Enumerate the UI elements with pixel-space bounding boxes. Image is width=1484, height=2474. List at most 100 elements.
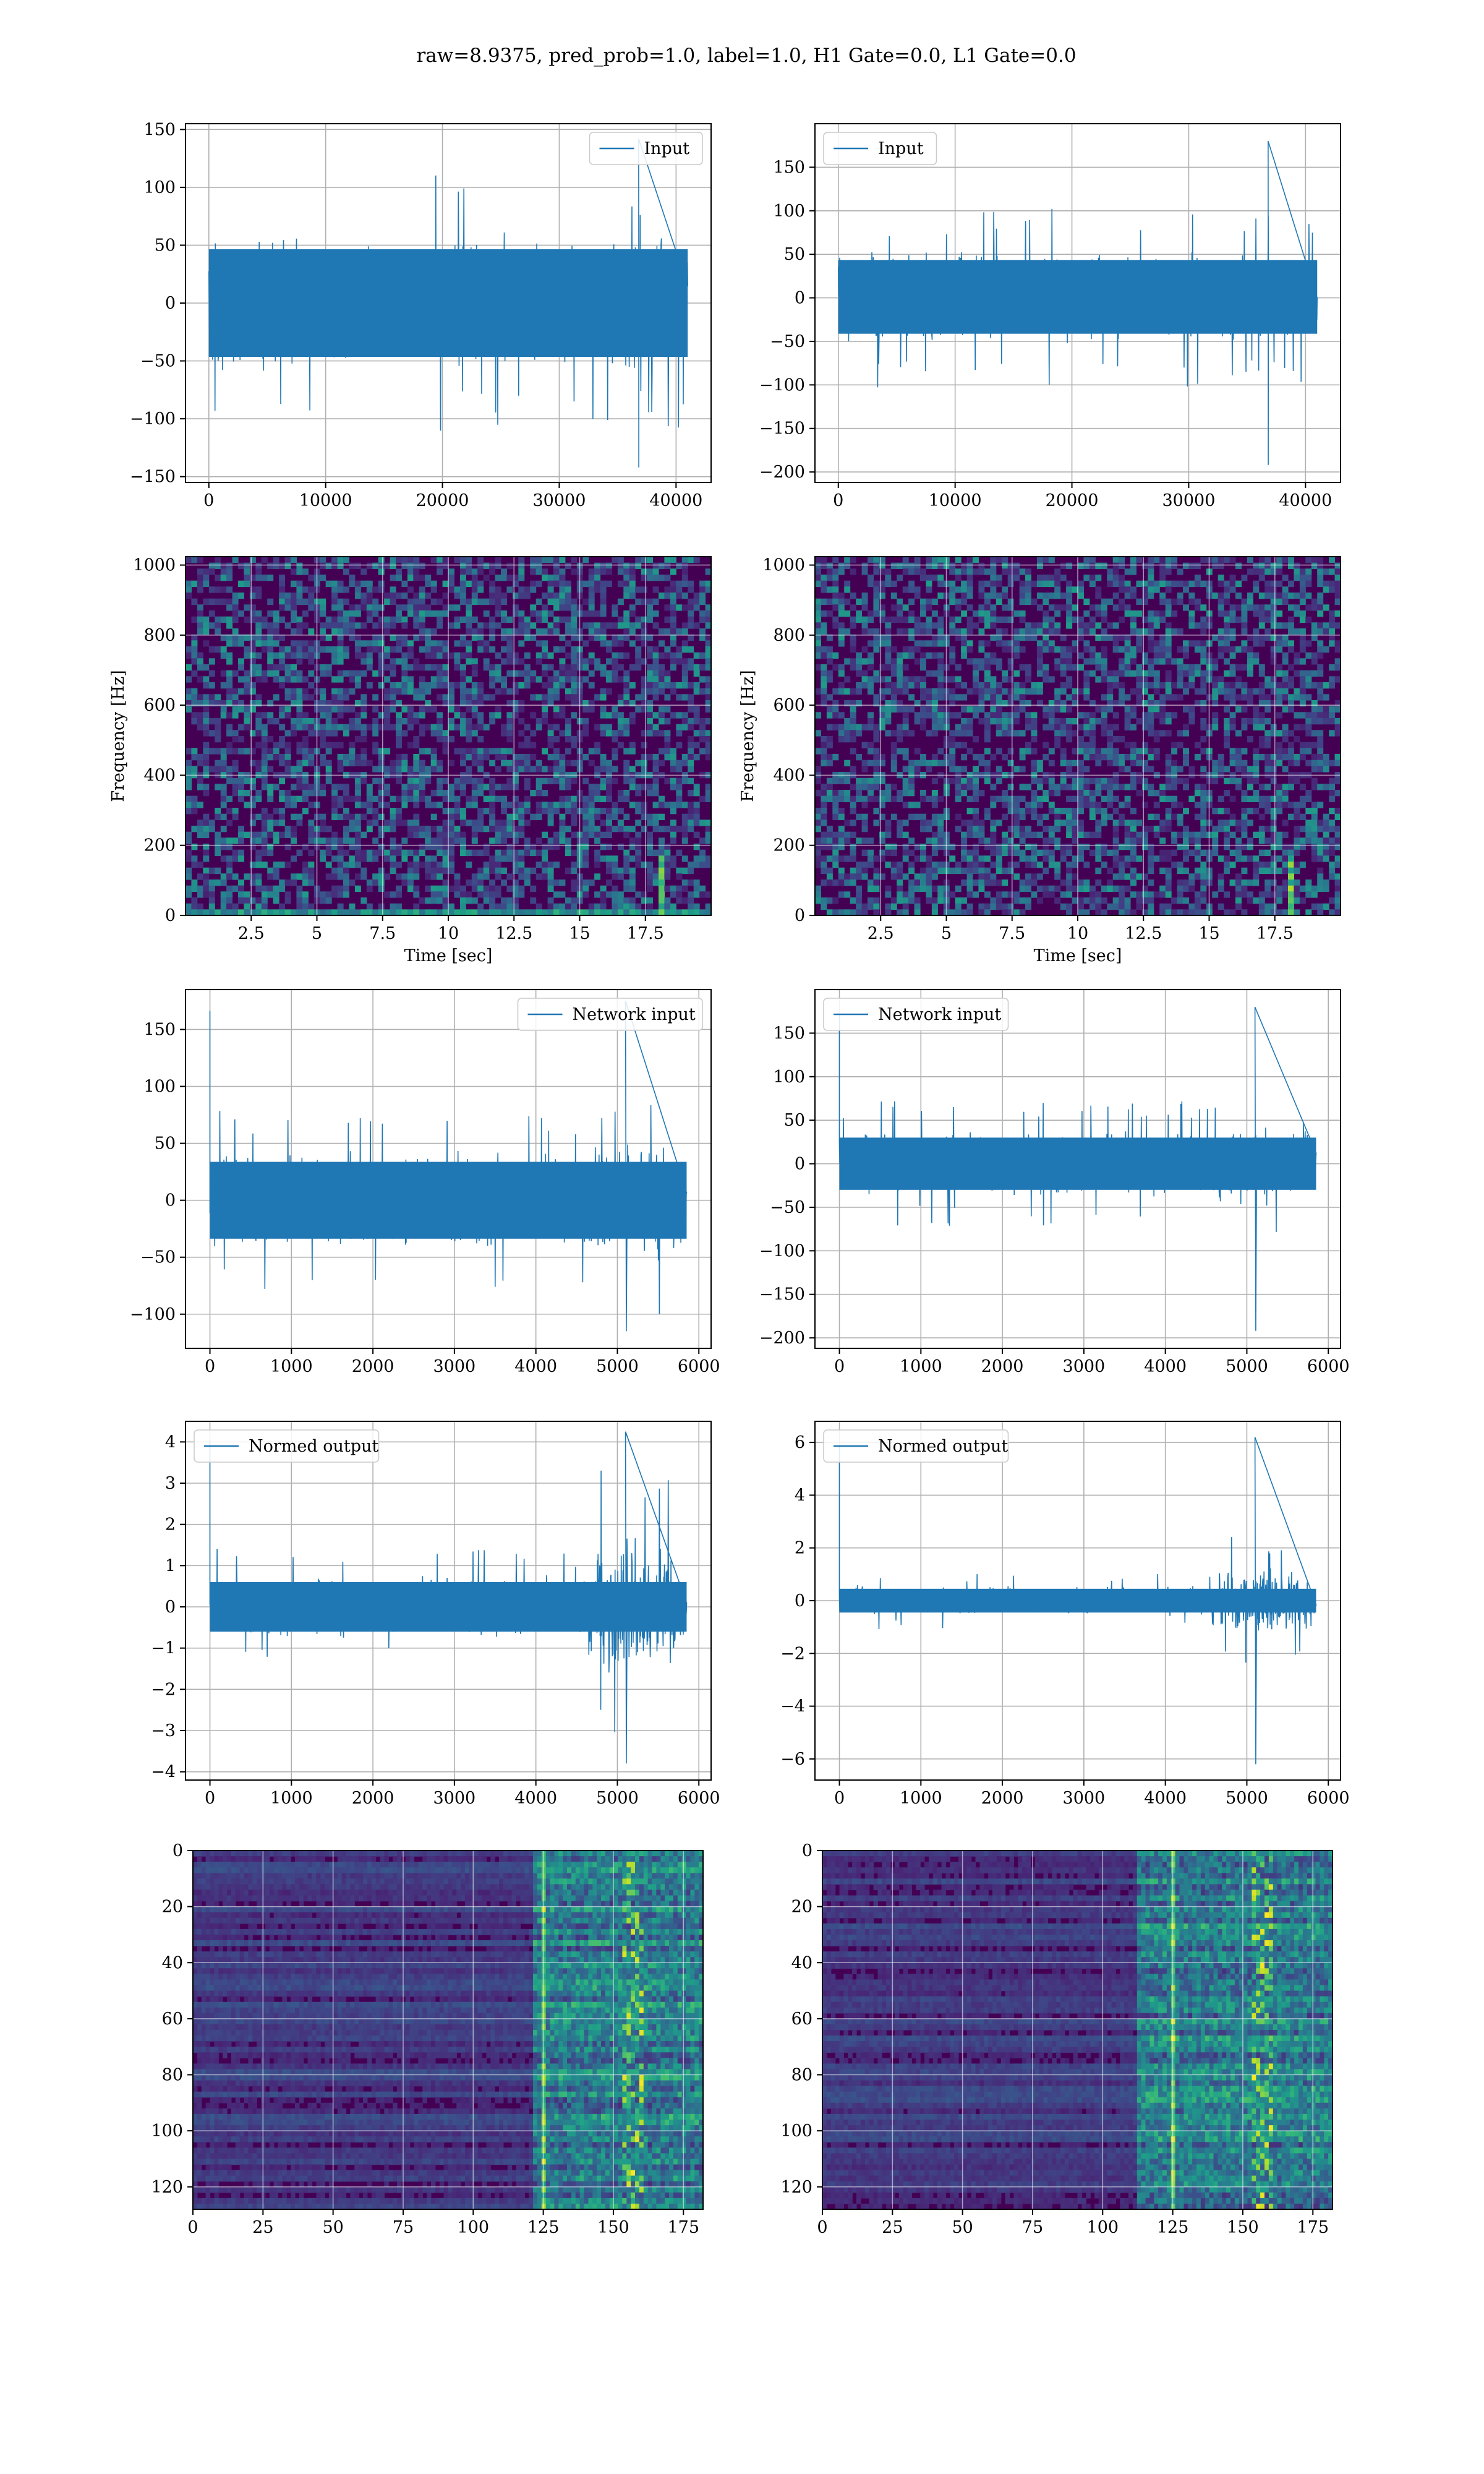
heatmap-cell — [559, 903, 566, 910]
heatmap-cell — [320, 688, 326, 695]
heatmap-cell — [442, 742, 449, 748]
heatmap-cell — [535, 694, 542, 701]
heatmap-cell — [203, 706, 210, 713]
heatmap-cell — [1288, 676, 1294, 683]
heatmap-cell — [1183, 730, 1189, 737]
heatmap-cell — [617, 897, 624, 904]
heatmap-cell — [582, 891, 589, 898]
heatmap-cell — [437, 826, 443, 833]
heatmap-cell — [372, 694, 379, 701]
heatmap-cell — [890, 580, 897, 587]
heatmap-cell — [973, 688, 979, 695]
heatmap-cell — [1212, 700, 1219, 707]
heatmap-cell — [279, 616, 286, 623]
heatmap-cell — [454, 616, 461, 623]
heatmap-cell — [535, 802, 542, 808]
heatmap-cell — [442, 562, 449, 569]
heatmap-cell — [518, 628, 525, 635]
heatmap-cell — [1229, 682, 1236, 689]
heatmap-cell — [390, 724, 396, 730]
heatmap-cell — [594, 826, 601, 833]
heatmap-cell — [430, 652, 437, 659]
heatmap-cell — [349, 562, 356, 569]
x-tick-label: 20000 — [1046, 491, 1099, 510]
heatmap-cell — [512, 903, 519, 910]
heatmap-cell — [821, 754, 827, 761]
heatmap-cell — [873, 676, 880, 683]
heatmap-cell — [232, 634, 239, 641]
heatmap-cell — [1247, 718, 1253, 725]
heatmap-cell — [705, 826, 712, 833]
heatmap-cell — [571, 736, 578, 743]
heatmap-cell — [1031, 718, 1038, 725]
heatmap-cell — [396, 736, 402, 743]
heatmap-cell — [826, 676, 833, 683]
heatmap-cell — [565, 724, 571, 730]
heatmap-cell — [354, 795, 361, 802]
heatmap-cell — [249, 880, 256, 886]
heatmap-cell — [1136, 634, 1143, 641]
heatmap-cell — [419, 616, 425, 623]
heatmap-cell — [693, 790, 700, 797]
heatmap-cell — [1294, 562, 1300, 569]
heatmap-cell — [203, 568, 210, 575]
heatmap-cell — [1107, 748, 1114, 755]
heatmap-cell — [459, 598, 466, 605]
heatmap-cell — [1165, 610, 1172, 617]
heatmap-cell — [291, 831, 297, 838]
heatmap-cell — [1107, 682, 1114, 689]
heatmap-cell — [191, 580, 198, 587]
heatmap-cell — [1119, 575, 1125, 581]
heatmap-cell — [459, 682, 466, 689]
heatmap-cell — [879, 580, 885, 587]
heatmap-cell — [1334, 658, 1341, 665]
heatmap-cell — [832, 580, 839, 587]
heatmap-cell — [320, 562, 326, 569]
heatmap-cell — [425, 826, 432, 833]
heatmap-cell — [1078, 742, 1084, 748]
heatmap-cell — [425, 802, 432, 808]
heatmap-cell — [384, 909, 391, 916]
heatmap-cell — [1323, 568, 1329, 575]
heatmap-cell — [191, 795, 198, 802]
heatmap-cell — [1258, 700, 1265, 707]
heatmap-cell — [425, 831, 432, 838]
heatmap-cell — [868, 718, 874, 725]
heatmap-cell — [699, 593, 706, 599]
heatmap-cell — [676, 604, 683, 611]
heatmap-cell — [1054, 580, 1061, 587]
heatmap-cell — [396, 718, 402, 725]
heatmap-cell — [652, 873, 659, 880]
heatmap-cell — [186, 855, 192, 862]
heatmap-cell — [273, 742, 279, 748]
heatmap-cell — [273, 885, 279, 892]
heatmap-cell — [372, 795, 379, 802]
heatmap-cell — [606, 760, 612, 766]
heatmap-cell — [284, 909, 291, 916]
heatmap-cell — [390, 867, 396, 874]
heatmap-cell — [1247, 694, 1253, 701]
heatmap-cell — [448, 575, 454, 581]
heatmap-cell — [1060, 724, 1067, 730]
heatmap-cell — [203, 855, 210, 862]
heatmap-cell — [401, 766, 408, 773]
heatmap-cell — [1311, 742, 1318, 748]
heatmap-cell — [378, 586, 385, 593]
heatmap-cell — [483, 575, 490, 581]
heatmap-cell — [623, 628, 630, 635]
heatmap-cell — [471, 568, 478, 575]
heatmap-cell — [937, 724, 944, 730]
heatmap-cell — [565, 784, 571, 790]
heatmap-cell — [670, 568, 676, 575]
heatmap-cell — [1054, 575, 1061, 581]
heatmap-cell — [1013, 706, 1020, 713]
heatmap-cell — [401, 616, 408, 623]
heatmap-cell — [325, 646, 332, 653]
heatmap-cell — [647, 598, 654, 605]
x-tick-label: 12.5 — [495, 924, 532, 943]
heatmap-cell — [535, 766, 542, 773]
heatmap-cell — [937, 760, 944, 766]
heatmap-cell — [600, 712, 607, 719]
heatmap-cell — [495, 604, 501, 611]
heatmap-cell — [518, 802, 525, 808]
